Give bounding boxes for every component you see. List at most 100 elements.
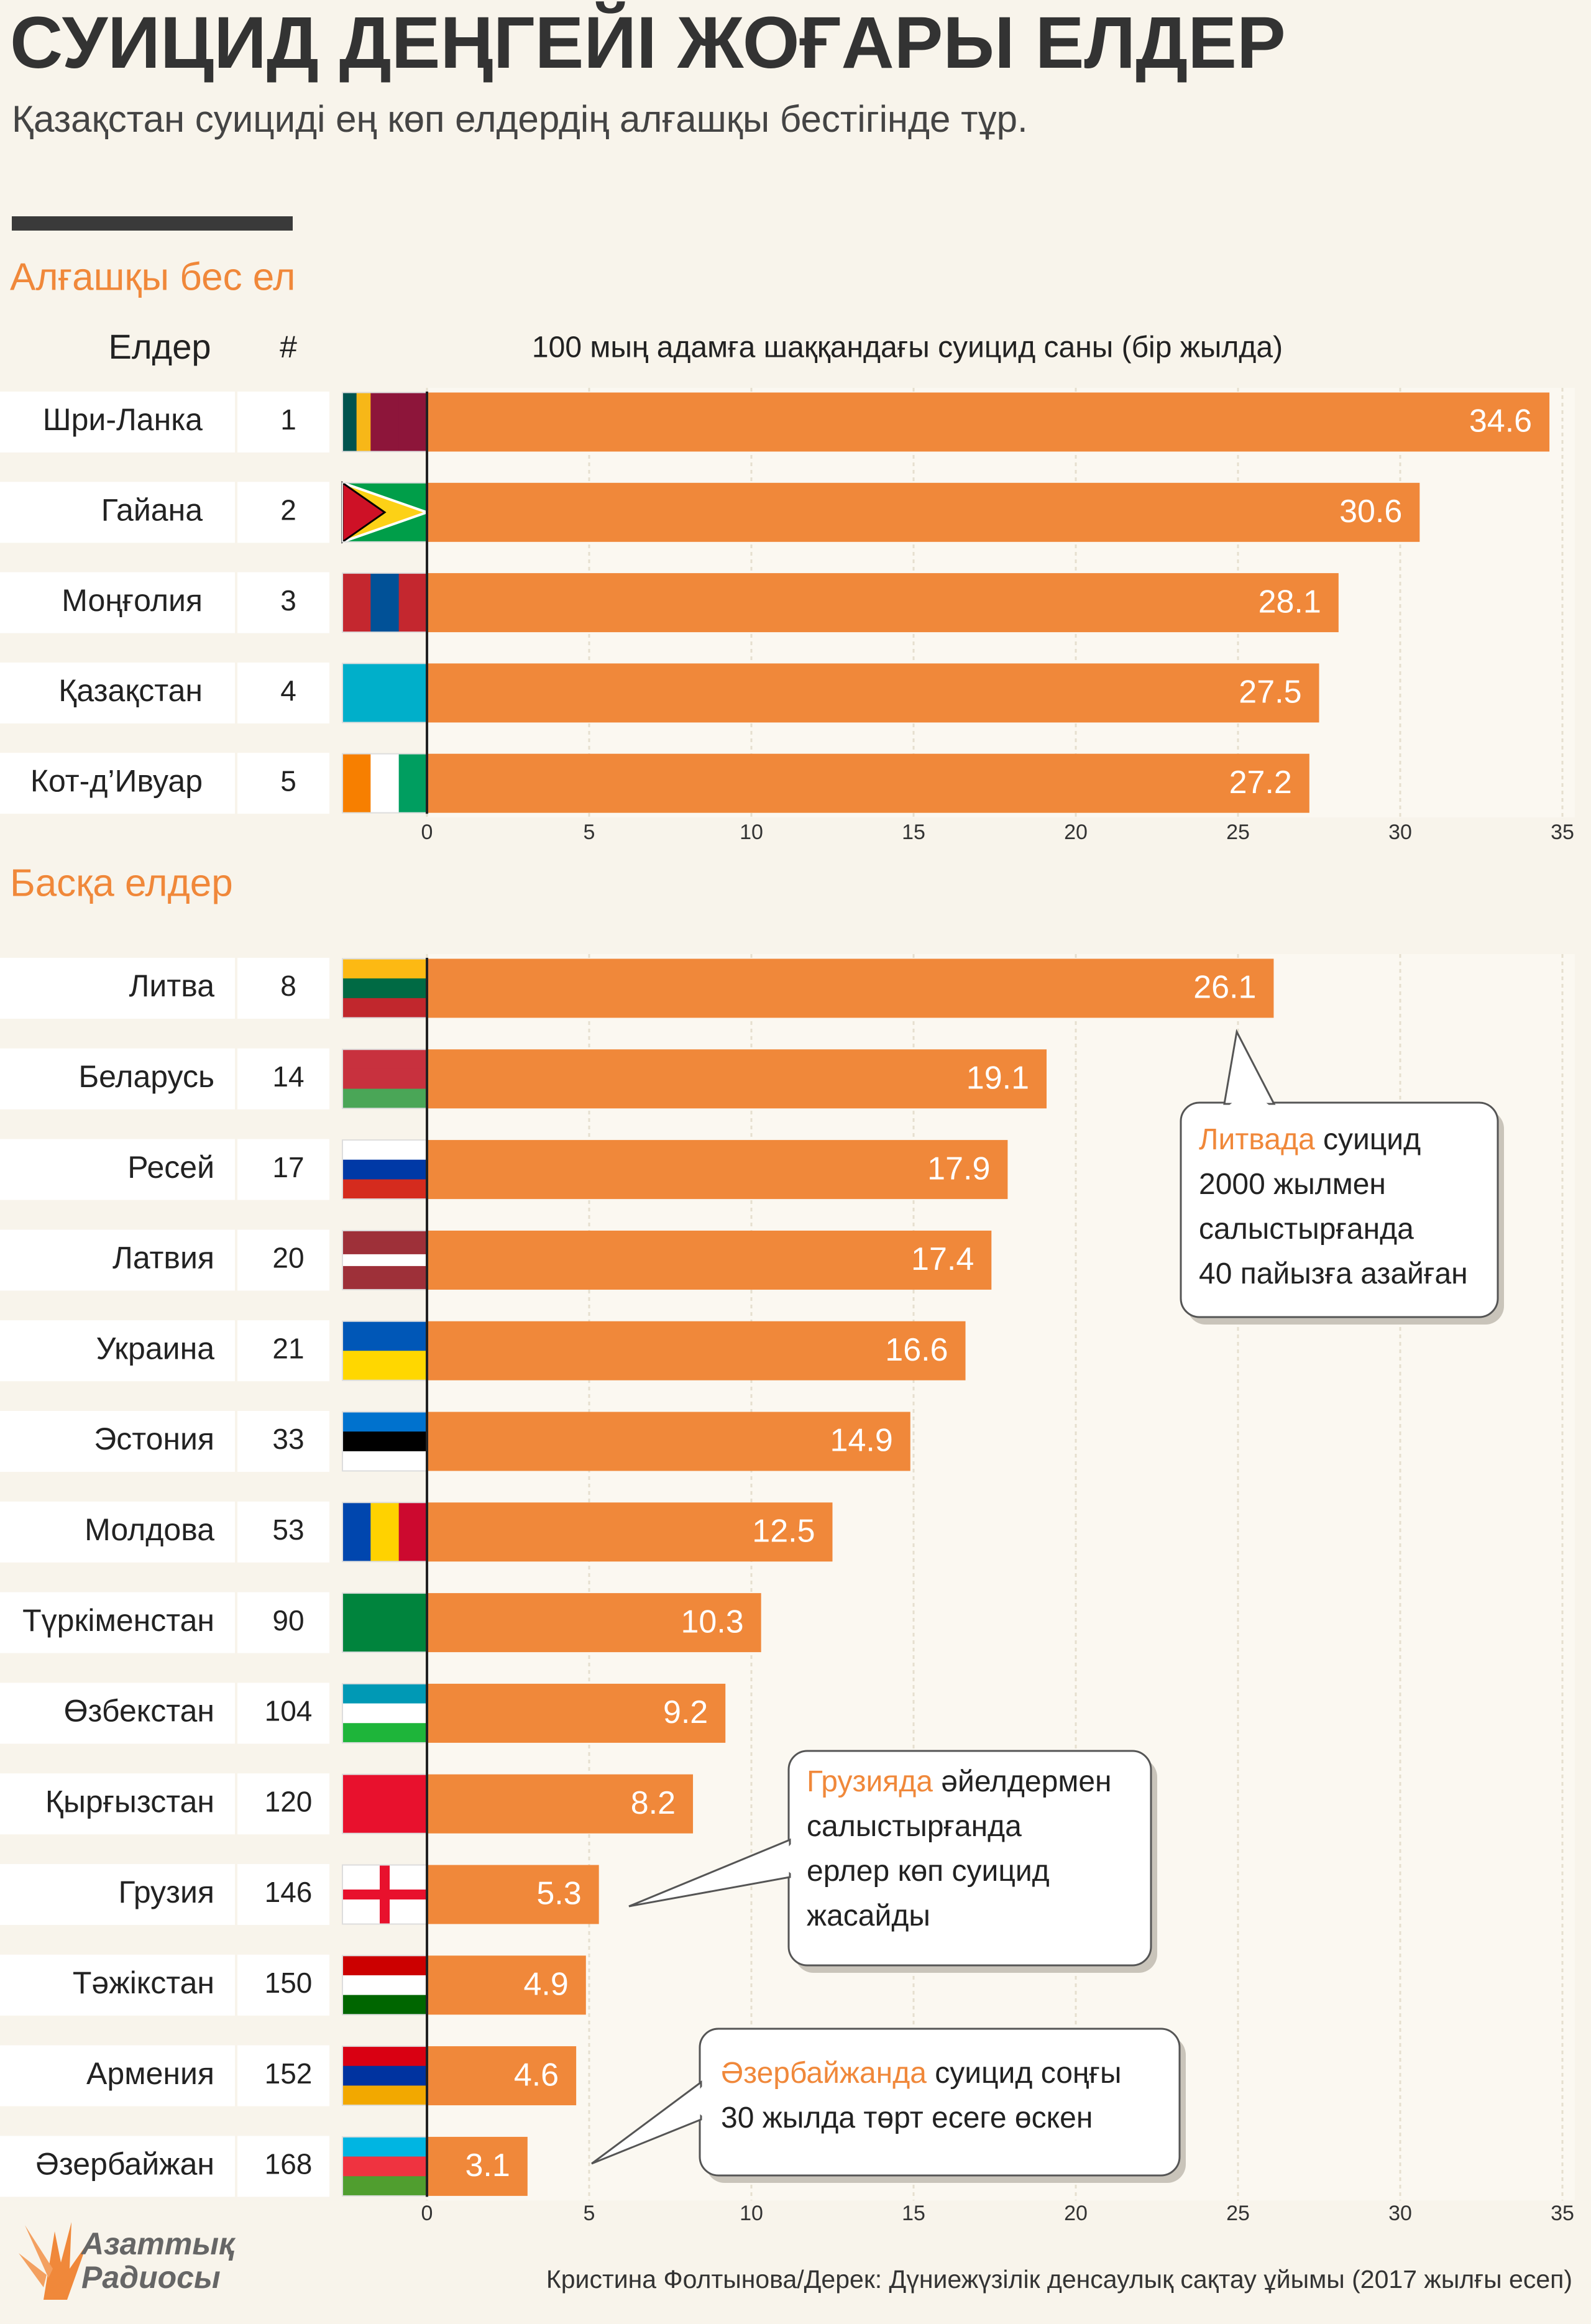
value-label: 17.4 — [911, 1241, 974, 1277]
callout-line: жасайды — [807, 1899, 930, 1932]
rank-label: 120 — [265, 1785, 313, 1817]
flag-stripe — [342, 2065, 427, 2086]
bar — [427, 482, 1420, 542]
callout-line: 2000 жылмен — [1199, 1168, 1386, 1201]
bar — [427, 1502, 833, 1562]
flag-stripe — [342, 998, 427, 1018]
flag-stripe — [342, 1088, 427, 1109]
flag-stripe — [342, 1412, 427, 1432]
flag-stripe — [342, 392, 357, 452]
country-label: Кот-д’Ивуар — [30, 763, 203, 798]
value-label: 30.6 — [1339, 494, 1402, 530]
source: Кристина Фолтынова/Дерек: Дүниежүзілік д… — [546, 2265, 1572, 2294]
column-header: Елдер — [109, 327, 211, 366]
flag-stripe — [342, 2085, 427, 2106]
flag-stripe — [342, 1723, 427, 1743]
callout-text: салыстырғанда — [807, 1810, 1022, 1843]
flag-stripe — [342, 663, 427, 723]
callout-line: салыстырғанда — [807, 1810, 1022, 1843]
divider — [12, 216, 293, 231]
logo-text: Радиосы — [81, 2260, 221, 2295]
rank-label: 3 — [280, 584, 296, 617]
x-tick-label: 35 — [1551, 820, 1574, 844]
country-label: Тәжікстан — [73, 1965, 214, 2000]
axis-title: 100 мың адамға шаққандағы суицид саны (б… — [532, 331, 1283, 364]
callout-box — [1180, 1101, 1499, 1318]
row-band — [237, 1683, 329, 1744]
row-band — [237, 1864, 329, 1925]
bar — [427, 958, 1274, 1018]
country-label: Гайана — [101, 493, 203, 528]
rank-label: 8 — [280, 970, 296, 1002]
country-label: Грузия — [119, 1875, 214, 1909]
callout-pointer-cover — [776, 1842, 792, 1875]
row-band — [237, 1411, 329, 1472]
callout-text: 2000 жылмен — [1199, 1168, 1386, 1201]
flag-stripe — [342, 2136, 427, 2157]
country-label: Әзербайжан — [35, 2147, 214, 2182]
row-band — [0, 1864, 235, 1925]
callout-highlight: Әзербайжанда — [721, 2057, 927, 2090]
callout-text: 40 пайызға азайған — [1199, 1257, 1468, 1290]
value-label: 27.5 — [1239, 674, 1301, 710]
flag-stripe — [342, 1683, 427, 1704]
flag-stripe — [398, 1502, 428, 1562]
rank-label: 2 — [280, 494, 296, 526]
row-band — [0, 1954, 235, 2016]
flag-stripe — [342, 2046, 427, 2067]
flag-stripe — [342, 1955, 427, 1976]
flag-stripe — [370, 573, 400, 633]
callout-line: 30 жылда төрт есеге өскен — [721, 2101, 1093, 2134]
row-band — [237, 1048, 329, 1109]
value-label: 27.2 — [1229, 765, 1292, 801]
flag-stripe — [342, 1140, 427, 1160]
flag-stripe — [342, 1277, 427, 1290]
value-label: 19.1 — [966, 1060, 1029, 1096]
section-title: Басқа елдер — [10, 861, 233, 904]
flag-stripe — [342, 1431, 427, 1452]
flag-stripe — [342, 1049, 427, 1070]
value-label: 14.9 — [830, 1423, 893, 1459]
callout-highlight: Грузияда — [807, 1765, 933, 1798]
flag-stripe — [342, 978, 427, 999]
x-tick-label: 15 — [902, 820, 925, 844]
row-band — [237, 1954, 329, 2016]
bar — [427, 392, 1550, 452]
flag-stripe — [342, 1995, 427, 2015]
row-band — [0, 392, 235, 452]
flag-stripe — [342, 753, 371, 813]
bar — [427, 1865, 599, 1924]
title: СУИЦИД ДЕҢГЕЙІ ЖОҒАРЫ ЕЛДЕР — [10, 1, 1286, 84]
row-band — [0, 482, 235, 543]
callout-line: суицид соңғы — [927, 2057, 1122, 2090]
flag-stripe — [385, 392, 400, 452]
value-label: 8.2 — [631, 1785, 676, 1821]
flag-stripe — [342, 1068, 427, 1090]
x-tick-label: 5 — [584, 2202, 595, 2225]
rank-label: 1 — [280, 403, 296, 436]
x-tick-label: 0 — [421, 2202, 433, 2225]
callout-pointer-cover — [1227, 1090, 1271, 1106]
flag-shape — [342, 1890, 427, 1899]
callout-text: Грузияда әйелдермен — [807, 1765, 1112, 1798]
country-label: Моңғолия — [62, 583, 203, 618]
row-band — [0, 958, 235, 1019]
logo-text: Азаттық — [80, 2226, 236, 2261]
value-label: 17.9 — [927, 1151, 990, 1187]
x-tick-label: 30 — [1388, 2202, 1412, 2225]
flag-stripe — [342, 1159, 427, 1180]
x-tick-label: 15 — [902, 2202, 925, 2225]
flag-stripe — [342, 1230, 427, 1243]
row-band — [237, 1592, 329, 1653]
x-tick-label: 25 — [1226, 2202, 1250, 2225]
value-label: 16.6 — [885, 1332, 948, 1368]
rank-label: 150 — [265, 1967, 313, 1999]
callout-line: салыстырғанда — [1199, 1213, 1414, 1246]
country-label: Латвия — [112, 1241, 214, 1275]
value-label: 4.6 — [514, 2057, 559, 2093]
flag-stripe — [342, 1593, 427, 1653]
country-label: Түркіменстан — [22, 1603, 214, 1638]
row-band — [237, 958, 329, 1019]
flag-stripe — [342, 1451, 427, 1471]
